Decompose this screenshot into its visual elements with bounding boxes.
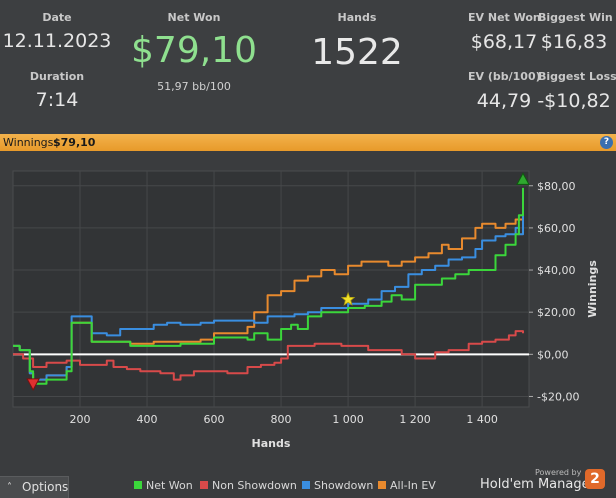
net-won-label: Net Won (167, 11, 221, 24)
biggest-win-value: $16,83 (540, 31, 608, 53)
x-tick-label: 800 (271, 413, 292, 426)
x-tick-label: 1 000 (332, 413, 364, 426)
net-won-value: $79,10 (131, 30, 257, 71)
options-button[interactable]: ˄ Options (0, 476, 69, 498)
legend-label: Net Won (146, 479, 193, 492)
grid (13, 171, 529, 407)
ev-net-won-value: $68,17 (470, 31, 538, 53)
x-axis-ticks: 200 400 600 800 1 000 1 200 1 400 (70, 413, 498, 426)
legend-swatch (378, 481, 386, 489)
legend-label: Non Showdown (212, 479, 297, 492)
legend-showdown[interactable]: Showdown (302, 478, 373, 494)
ev-bb100-label: EV (bb/100) (468, 70, 541, 83)
x-tick-label: 1 400 (466, 413, 498, 426)
y-tick-label: $0,00 (537, 348, 569, 361)
hands-label: Hands (337, 11, 377, 24)
y-axis-title: Winnings (586, 260, 599, 318)
star-marker (340, 291, 356, 306)
options-label: Options (22, 480, 69, 494)
legend-swatch (302, 481, 310, 489)
chart-markers (26, 172, 530, 391)
y-axis-ticks: $80,00 $60,00 $40,00 $20,00 $0,00 -$20,00 (529, 180, 579, 403)
series-lines (13, 187, 524, 385)
biggest-win-label: Biggest Win (538, 11, 613, 24)
date-value: 12.11.2023 (2, 30, 112, 52)
duration-value: 7:14 (35, 89, 79, 111)
legend-non-showdown[interactable]: Non Showdown (200, 478, 297, 494)
y-tick-label: $60,00 (537, 222, 576, 235)
winnings-chart: 200 400 600 800 1 000 1 200 1 400 $80,00 $60,00… (0, 151, 616, 468)
help-icon[interactable]: ? (600, 136, 613, 149)
powered-by-label: Powered by (535, 468, 582, 477)
max-marker-triangle (516, 172, 530, 185)
legend-swatch (200, 481, 208, 489)
min-marker-triangle (26, 378, 40, 391)
hands-value: 1522 (311, 32, 403, 73)
x-axis-title: Hands (252, 437, 291, 450)
y-tick-label: $40,00 (537, 264, 576, 277)
x-tick-label: 1 200 (399, 413, 431, 426)
x-tick-label: 600 (204, 413, 225, 426)
duration-label: Duration (29, 70, 85, 83)
legend-label: Showdown (314, 479, 374, 492)
winnings-label: Winnings: (3, 136, 58, 149)
hm2-logo-icon: 2 (585, 469, 605, 489)
biggest-loss-value: -$10,82 (537, 90, 611, 112)
y-tick-label: -$20,00 (537, 390, 579, 403)
winnings-bar: Winnings: $79,10 ? (0, 134, 616, 151)
y-tick-label: $20,00 (537, 306, 576, 319)
legend-label: All-In EV (390, 479, 436, 492)
date-label: Date (42, 11, 72, 24)
series-line-net-won (13, 187, 524, 385)
legend-swatch (134, 481, 142, 489)
legend-all-in-ev[interactable]: All-In EV (378, 478, 436, 494)
ev-net-won-label: EV Net Won (468, 11, 541, 24)
ev-bb100-value: 44,79 (476, 90, 532, 112)
biggest-loss-label: Biggest Loss (538, 70, 616, 83)
session-summary: Date 12.11.2023 Duration 7:14 Net Won $7… (0, 0, 616, 134)
x-tick-label: 200 (70, 413, 91, 426)
brand-name: Hold'em Manager (480, 477, 595, 492)
chevron-up-icon: ˄ (7, 482, 12, 493)
net-won-bb100: 51,97 bb/100 (157, 80, 231, 93)
series-line-non-showdown (13, 330, 524, 381)
winnings-value: $79,10 (53, 136, 96, 149)
legend-net-won[interactable]: Net Won (134, 478, 193, 494)
y-tick-label: $80,00 (537, 180, 576, 193)
x-tick-label: 400 (137, 413, 158, 426)
plot-area (12, 170, 530, 408)
